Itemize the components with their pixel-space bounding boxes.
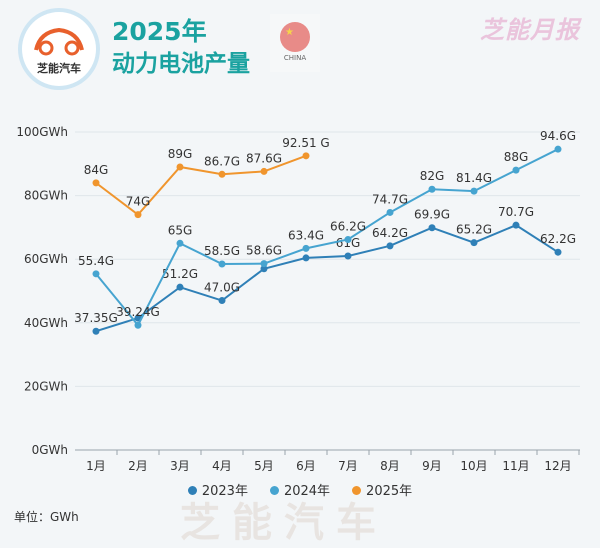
series-line-2025年 bbox=[95, 154, 307, 217]
page-title-year: 2025年 bbox=[112, 17, 207, 46]
data-label: 47.0G bbox=[204, 281, 240, 295]
unit-label: 单位：GWh bbox=[14, 510, 79, 524]
legend-marker bbox=[269, 486, 279, 495]
x-tick-label: 12月 bbox=[544, 459, 571, 473]
data-point bbox=[218, 297, 226, 305]
logo-text: 芝能汽车 bbox=[37, 62, 81, 75]
data-label: 74G bbox=[126, 195, 151, 209]
data-point bbox=[134, 321, 142, 329]
data-label: 74.7G bbox=[372, 192, 408, 206]
data-label: 55.4G bbox=[78, 254, 114, 268]
data-point bbox=[260, 167, 268, 175]
legend-label: 2023年 bbox=[201, 484, 248, 499]
data-label: 65G bbox=[168, 223, 193, 237]
legend-item[interactable]: 2023年 bbox=[187, 480, 248, 499]
data-label: 70.7G bbox=[498, 205, 534, 219]
x-tick-label: 5月 bbox=[254, 459, 274, 473]
data-label: 88G bbox=[504, 150, 529, 164]
legend-item[interactable]: 2024年 bbox=[269, 480, 331, 499]
x-tick-label: 1月 bbox=[86, 459, 106, 473]
data-point bbox=[428, 224, 436, 232]
legend-item[interactable]: 2025年 bbox=[352, 480, 412, 499]
data-point bbox=[512, 221, 520, 229]
data-point bbox=[302, 254, 310, 262]
data-label: 58.6G bbox=[246, 244, 282, 258]
series-line-2023年 bbox=[95, 224, 559, 333]
data-point bbox=[176, 163, 184, 171]
china-flag: ★ CHINA bbox=[270, 14, 320, 72]
data-label: 65.2G bbox=[456, 223, 492, 237]
x-tick-label: 6月 bbox=[296, 459, 316, 473]
y-tick-label: 100GWh bbox=[16, 125, 68, 139]
y-tick-label: 60GWh bbox=[24, 252, 68, 266]
data-label: 51.2G bbox=[162, 267, 198, 281]
data-label: 63.4G bbox=[288, 228, 324, 242]
line-chart: 0GWh 20GWh 40GWh 60GWh 80GWh 100GWh 1月 2月 3月 4月 5月… bbox=[16, 125, 580, 473]
data-label: 92.51 G bbox=[282, 136, 329, 150]
data-point bbox=[92, 179, 100, 187]
data-label: 37.35G bbox=[74, 311, 118, 325]
data-point bbox=[260, 260, 268, 268]
data-label: 94.6G bbox=[540, 129, 576, 143]
data-label: 81.4G bbox=[456, 171, 492, 185]
data-label: 89G bbox=[168, 147, 193, 161]
data-point bbox=[512, 166, 520, 174]
data-label: 62.2G bbox=[540, 232, 576, 246]
legend: 2023年 2024年 2025年 bbox=[0, 480, 600, 499]
legend-label: 2025年 bbox=[366, 484, 413, 499]
x-tick-label: 11月 bbox=[502, 459, 529, 473]
data-label: 39.24G bbox=[116, 305, 160, 319]
x-tick-label: 10月 bbox=[460, 459, 487, 473]
data-label: 64.2G bbox=[372, 226, 408, 240]
data-point bbox=[386, 208, 394, 216]
data-label: 61G bbox=[336, 236, 361, 250]
data-point bbox=[218, 170, 226, 178]
flag-label: CHINA bbox=[283, 54, 307, 62]
data-point bbox=[302, 244, 310, 252]
x-tick-label: 8月 bbox=[380, 459, 400, 473]
data-label: 86.7G bbox=[204, 154, 240, 168]
data-point bbox=[134, 211, 142, 219]
y-tick-label: 20GWh bbox=[24, 379, 68, 393]
y-tick-label: 80GWh bbox=[24, 189, 68, 203]
legend-label: 2024年 bbox=[283, 484, 331, 499]
data-point bbox=[554, 145, 562, 153]
data-label: 87.6G bbox=[246, 151, 282, 165]
data-point bbox=[470, 187, 478, 195]
page-title: 动力电池产量 bbox=[112, 51, 250, 77]
x-tick-label: 7月 bbox=[338, 459, 358, 473]
series-line-2024年 bbox=[95, 148, 559, 328]
data-point bbox=[386, 242, 394, 250]
car-logo-icon bbox=[34, 27, 84, 56]
y-tick-label: 0GWh bbox=[32, 443, 68, 457]
legend-marker bbox=[187, 486, 197, 495]
data-point bbox=[176, 283, 184, 291]
data-point bbox=[302, 152, 310, 160]
flag-icon: ★ bbox=[280, 22, 310, 52]
data-point bbox=[176, 239, 184, 247]
brand-title: 芝能月报 bbox=[480, 16, 580, 44]
data-point bbox=[344, 235, 352, 243]
y-tick-label: 40GWh bbox=[24, 316, 68, 330]
data-label: 84G bbox=[84, 163, 109, 177]
x-tick-label: 9月 bbox=[422, 459, 442, 473]
data-label: 58.5G bbox=[204, 244, 240, 258]
data-label: 82G bbox=[420, 169, 445, 183]
data-point bbox=[428, 185, 436, 193]
data-label: 66.2G bbox=[330, 219, 366, 233]
data-point bbox=[92, 270, 100, 278]
x-tick-label: 4月 bbox=[212, 459, 232, 473]
legend-marker bbox=[352, 486, 362, 495]
data-point bbox=[92, 327, 100, 335]
data-point bbox=[470, 239, 478, 247]
data-point bbox=[260, 265, 268, 273]
data-point bbox=[218, 260, 226, 268]
logo: 芝能汽车 bbox=[22, 12, 96, 86]
data-point bbox=[344, 252, 352, 260]
x-tick-label: 2月 bbox=[128, 459, 148, 473]
data-label: 69.9G bbox=[414, 208, 450, 222]
x-tick-label: 3月 bbox=[170, 459, 190, 473]
data-point bbox=[554, 248, 562, 256]
